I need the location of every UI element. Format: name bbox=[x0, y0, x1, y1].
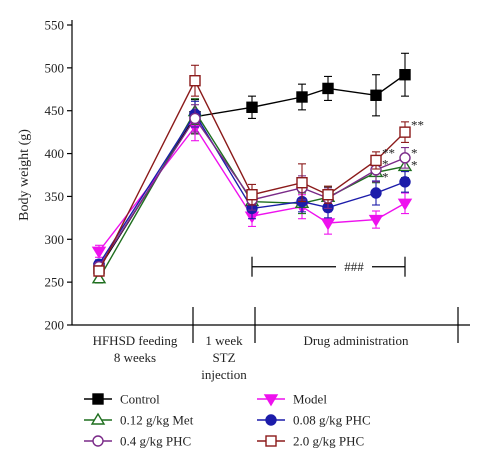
legend: Control Model 0.12 g/kg Met 0.08 g/kg PHC 0.… bbox=[84, 392, 371, 449]
data-point bbox=[189, 75, 201, 87]
data-point bbox=[370, 154, 382, 167]
significance-mark: * bbox=[411, 146, 418, 161]
data-point bbox=[92, 435, 104, 447]
data-point bbox=[265, 414, 277, 426]
legend-item: 0.12 g/kg Met bbox=[84, 413, 194, 428]
y-tick-label: 200 bbox=[45, 318, 65, 333]
data-point bbox=[320, 218, 336, 231]
y-tick-label: 300 bbox=[45, 232, 65, 247]
data-point bbox=[399, 69, 411, 81]
axes: 200 250 300 350 400 450 500 550 Body weight (g) bbox=[17, 18, 470, 343]
legend-item: 0.08 g/kg PHC bbox=[257, 413, 371, 428]
data-point bbox=[246, 189, 258, 201]
data-point bbox=[399, 126, 411, 138]
legend-item: 2.0 g/kg PHC bbox=[257, 434, 364, 449]
phase-label-line: HFHSD feeding bbox=[93, 333, 178, 348]
data-point bbox=[296, 91, 308, 103]
series-2-0-g-kg-phc bbox=[93, 64, 411, 277]
y-axis-label: Body weight (g) bbox=[17, 129, 32, 221]
significance-mark: * bbox=[382, 157, 389, 172]
legend-label: Control bbox=[120, 392, 160, 407]
series-layer bbox=[91, 52, 413, 284]
y-tick-label: 250 bbox=[45, 275, 65, 290]
data-point bbox=[91, 246, 107, 259]
legend-label: 0.12 g/kg Met bbox=[120, 413, 194, 428]
phase-label-line: 1 week bbox=[205, 333, 243, 348]
y-tick-label: 550 bbox=[45, 18, 65, 33]
legend-item: Model bbox=[257, 392, 327, 407]
phase-label-line: STZ bbox=[212, 350, 235, 365]
legend-label: 0.4 g/kg PHC bbox=[120, 434, 191, 449]
data-point bbox=[91, 271, 107, 284]
data-point bbox=[368, 214, 384, 227]
bracket-label: ### bbox=[344, 259, 364, 274]
data-point bbox=[246, 101, 258, 113]
data-point bbox=[399, 152, 411, 164]
data-point bbox=[370, 89, 382, 101]
data-point bbox=[322, 82, 334, 95]
phase-label-line: Drug administration bbox=[303, 333, 409, 348]
legend-item: 0.4 g/kg PHC bbox=[84, 434, 191, 449]
phase-label-line: 8 weeks bbox=[114, 350, 156, 365]
significance-mark: * bbox=[382, 170, 389, 185]
data-point bbox=[399, 176, 411, 188]
series-control bbox=[93, 52, 411, 276]
phase-labels: HFHSD feeding 8 weeks 1 week STZ injection Dr… bbox=[93, 333, 409, 382]
y-tick-label: 400 bbox=[45, 146, 65, 161]
data-point bbox=[265, 435, 277, 447]
y-tick-label: 350 bbox=[45, 189, 65, 204]
data-point bbox=[370, 187, 382, 199]
data-point bbox=[189, 112, 201, 125]
legend-item: Control bbox=[84, 392, 160, 407]
y-tick-label: 500 bbox=[45, 60, 65, 75]
data-point bbox=[93, 265, 105, 277]
data-point bbox=[90, 412, 106, 425]
annotations: ###******** bbox=[251, 117, 424, 277]
phase-label-line: injection bbox=[201, 367, 247, 382]
significance-mark: ** bbox=[411, 117, 424, 132]
data-point bbox=[92, 393, 104, 405]
data-point bbox=[296, 177, 308, 189]
legend-label: 2.0 g/kg PHC bbox=[293, 434, 364, 449]
significance-mark: * bbox=[411, 158, 418, 173]
legend-label: 0.08 g/kg PHC bbox=[293, 413, 371, 428]
data-point bbox=[263, 394, 279, 407]
significance-mark: ** bbox=[382, 146, 395, 161]
data-point bbox=[322, 189, 334, 201]
y-tick-label: 450 bbox=[45, 103, 65, 118]
data-point bbox=[397, 198, 413, 211]
legend-label: Model bbox=[293, 392, 327, 407]
